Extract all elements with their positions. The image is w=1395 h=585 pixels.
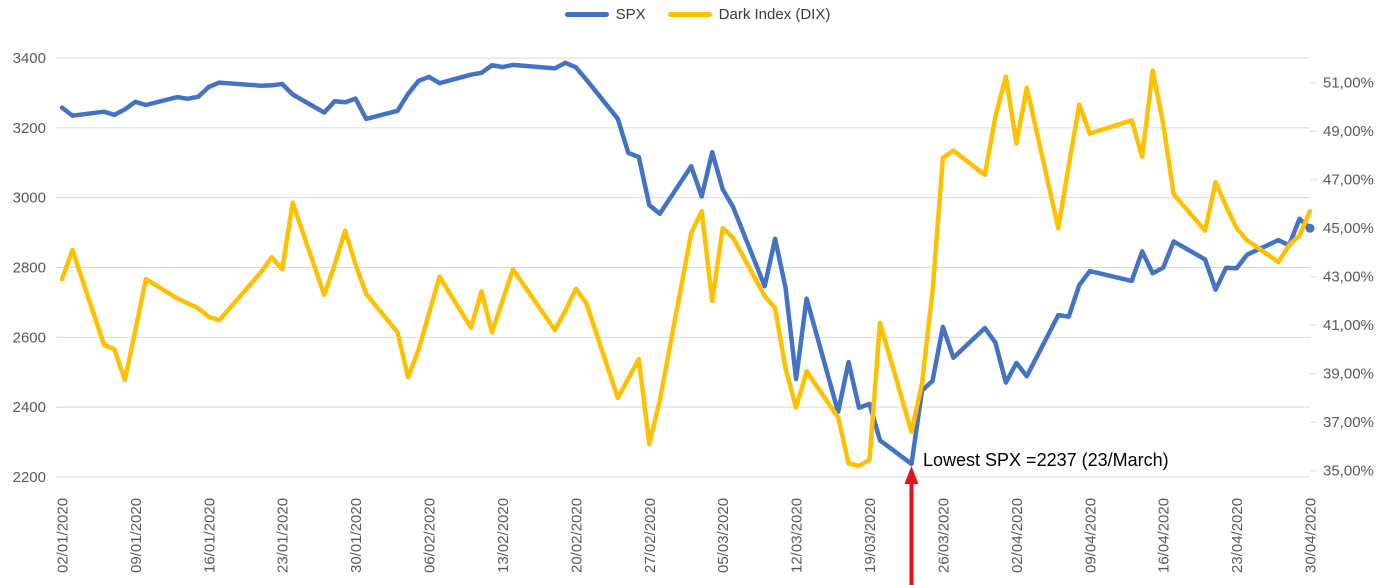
left-axis-label: 3200	[13, 120, 46, 137]
left-axis-label: 3400	[13, 50, 46, 67]
legend-item-spx: SPX	[564, 6, 646, 23]
left-axis-label: 2800	[13, 260, 46, 277]
right-axis-label: 41,00%	[1323, 317, 1374, 334]
legend-label-dix: Dark Index (DIX)	[718, 6, 831, 23]
x-axis-label: 23/01/2020	[275, 498, 292, 573]
x-axis-label: 16/01/2020	[201, 498, 218, 573]
x-axis-label: 02/01/2020	[55, 498, 72, 573]
right-axis-label: 47,00%	[1323, 172, 1374, 189]
lowest-spx-annotation: Lowest SPX =2237 (23/March)	[923, 450, 1169, 470]
right-axis-label: 39,00%	[1323, 366, 1374, 383]
left-axis-label: 2200	[13, 469, 46, 486]
left-axis-label: 2600	[13, 329, 46, 346]
right-axis-label: 45,00%	[1323, 220, 1374, 237]
left-axis-label: 2400	[13, 399, 46, 416]
x-axis-label: 09/01/2020	[128, 498, 145, 573]
dix-line	[59, 68, 1313, 469]
x-axis-label: 13/02/2020	[495, 498, 512, 573]
x-axis-label: 12/03/2020	[789, 498, 806, 573]
annotation-arrow-head-icon	[904, 466, 919, 484]
legend-label-spx: SPX	[615, 6, 646, 23]
x-axis-label: 09/04/2020	[1082, 498, 1099, 573]
x-axis-label: 02/04/2020	[1009, 498, 1026, 573]
chart-legend: SPX Dark Index (DIX)	[0, 6, 1395, 23]
right-axis-label: 51,00%	[1323, 75, 1374, 92]
x-axis-label: 26/03/2020	[935, 498, 952, 573]
spx-line	[59, 60, 1313, 467]
right-axis-label: 35,00%	[1323, 463, 1374, 480]
line-end-marker-dot	[1305, 223, 1315, 233]
right-axis-label: 43,00%	[1323, 269, 1374, 286]
x-axis-label: 30/04/2020	[1303, 498, 1320, 573]
right-axis-label: 49,00%	[1323, 123, 1374, 140]
x-axis-label: 19/03/2020	[862, 498, 879, 573]
dix-line-swatch-icon	[667, 12, 712, 17]
x-axis-label: 05/03/2020	[715, 498, 732, 573]
spx-line-swatch-icon	[564, 12, 609, 17]
x-axis-label: 06/02/2020	[422, 498, 439, 573]
x-axis-label: 27/02/2020	[642, 498, 659, 573]
x-axis-label: 23/04/2020	[1229, 498, 1246, 573]
x-axis-label: 16/04/2020	[1156, 498, 1173, 573]
legend-item-dix: Dark Index (DIX)	[667, 6, 831, 23]
left-axis-label: 3000	[13, 190, 46, 207]
x-axis-label: 30/01/2020	[348, 498, 365, 573]
right-axis-label: 37,00%	[1323, 414, 1374, 431]
x-axis-label: 20/02/2020	[568, 498, 585, 573]
